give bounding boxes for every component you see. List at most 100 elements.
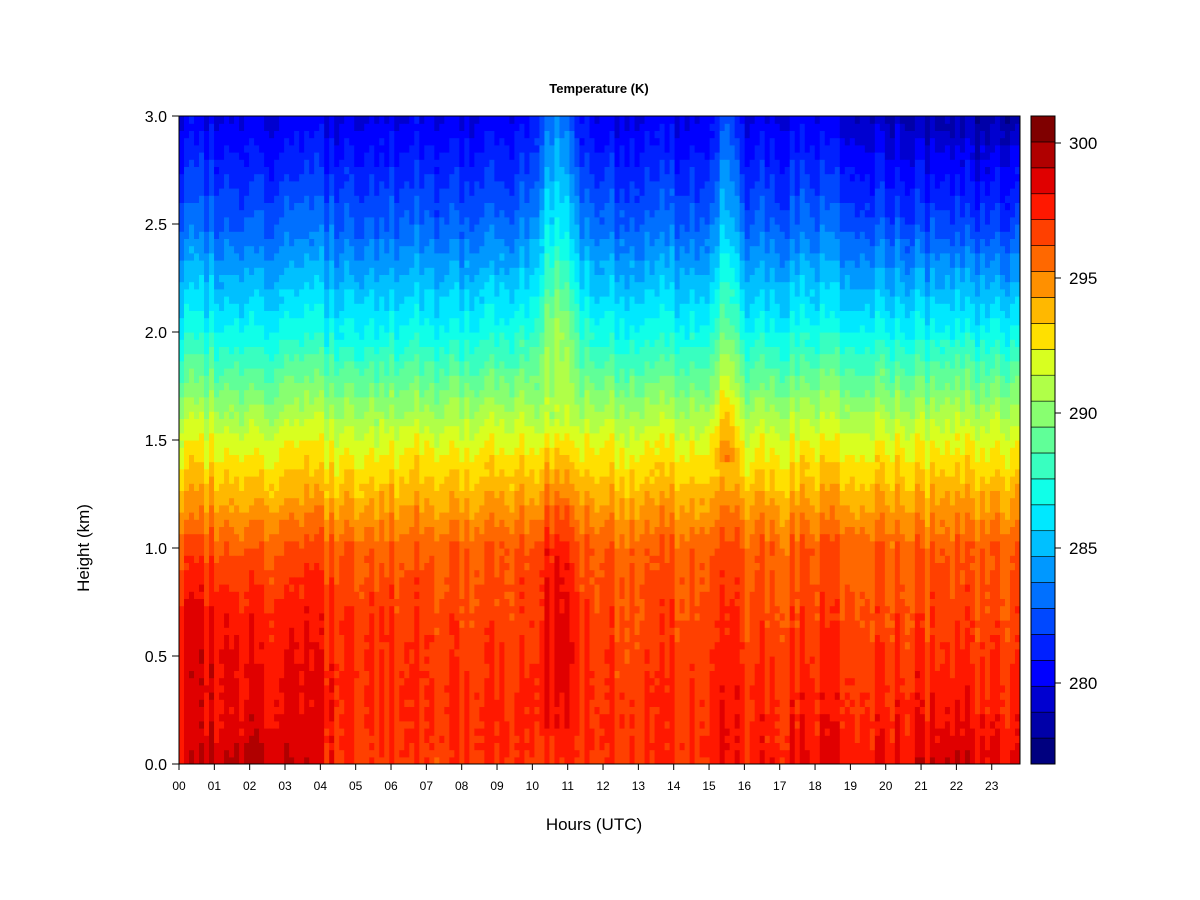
heatmap-cell xyxy=(474,728,480,736)
heatmap-cell xyxy=(464,260,470,268)
heatmap-cell xyxy=(519,389,526,412)
heatmap-cell xyxy=(499,360,505,376)
heatmap-cell xyxy=(1009,749,1016,764)
heatmap-cell xyxy=(259,209,265,247)
heatmap-cell xyxy=(309,209,315,232)
heatmap-cell xyxy=(229,152,235,189)
heatmap-cell xyxy=(269,288,275,311)
heatmap-cell xyxy=(189,159,195,203)
heatmap-cell xyxy=(589,569,596,578)
heatmap-cell xyxy=(599,346,606,369)
heatmap-cell xyxy=(864,238,871,261)
heatmap-cell xyxy=(899,598,906,679)
heatmap-cell xyxy=(499,468,505,491)
heatmap-cell xyxy=(934,389,941,412)
heatmap-cell xyxy=(984,166,991,175)
heatmap-cell xyxy=(939,533,946,549)
heatmap-cell xyxy=(644,260,651,290)
heatmap-cell xyxy=(1014,605,1020,614)
heatmap-cell xyxy=(279,216,285,247)
heatmap-cell xyxy=(284,288,290,311)
heatmap-cell xyxy=(544,166,551,189)
heatmap-cell xyxy=(589,555,596,571)
heatmap-cell xyxy=(724,238,731,254)
heatmap-cell xyxy=(734,281,741,304)
heatmap-cell xyxy=(534,238,541,268)
heatmap-cell xyxy=(659,461,666,491)
heatmap-cell xyxy=(769,116,776,139)
heatmap-cell xyxy=(884,188,891,218)
heatmap-cell xyxy=(939,555,946,563)
heatmap-cell xyxy=(559,598,566,614)
heatmap-cell xyxy=(834,692,841,700)
heatmap-cell xyxy=(684,440,691,463)
heatmap-cell xyxy=(699,389,706,405)
heatmap-cell xyxy=(474,346,480,376)
heatmap-cell xyxy=(589,447,596,477)
heatmap-cell xyxy=(729,144,736,182)
heatmap-cell xyxy=(849,260,856,290)
heatmap-cell xyxy=(294,396,300,419)
heatmap-cell xyxy=(994,396,1001,412)
heatmap-cell xyxy=(739,548,746,643)
heatmap-cell xyxy=(339,324,345,333)
heatmap-cell xyxy=(804,440,811,463)
heatmap-cell xyxy=(744,116,751,139)
heatmap-cell xyxy=(764,620,771,628)
heatmap-cell xyxy=(854,116,861,124)
heatmap-cell xyxy=(784,440,791,470)
heatmap-cell xyxy=(1009,188,1016,218)
heatmap-cell xyxy=(494,425,500,455)
heatmap-cell xyxy=(854,461,861,491)
heatmap-cell xyxy=(839,533,846,621)
heatmap-cell xyxy=(899,684,906,693)
heatmap-cell xyxy=(354,670,360,679)
heatmap-cell xyxy=(984,749,991,758)
heatmap-cell xyxy=(769,569,776,657)
heatmap-cell xyxy=(459,490,465,513)
heatmap-cell xyxy=(324,396,330,419)
heatmap-cell xyxy=(999,130,1006,139)
heatmap-cell xyxy=(229,713,235,758)
heatmap-cell xyxy=(584,346,591,376)
heatmap-cell xyxy=(854,411,861,434)
heatmap-cell xyxy=(919,699,926,707)
heatmap-cell xyxy=(799,159,806,189)
heatmap-cell xyxy=(374,281,380,311)
heatmap-cell xyxy=(229,432,235,455)
heatmap-cell xyxy=(989,490,996,520)
heatmap-cell xyxy=(889,490,896,513)
heatmap-cell xyxy=(964,684,971,751)
heatmap-cell xyxy=(309,260,315,290)
heatmap-cell xyxy=(544,346,551,398)
heatmap-cell xyxy=(704,159,711,182)
heatmap-cell xyxy=(939,497,946,520)
heatmap-cell xyxy=(734,684,741,700)
heatmap-cell xyxy=(334,677,340,686)
heatmap-cell xyxy=(719,569,726,578)
colorbar-tick-label: 300 xyxy=(1069,134,1097,153)
heatmap-cell xyxy=(629,706,636,715)
heatmap-cell xyxy=(754,317,761,340)
heatmap-cell xyxy=(939,152,946,182)
heatmap-cell xyxy=(424,317,430,347)
heatmap-cell xyxy=(699,728,706,736)
heatmap-cell xyxy=(634,375,641,398)
heatmap-cell xyxy=(239,231,245,261)
heatmap-cell xyxy=(969,555,976,563)
heatmap-cell xyxy=(589,346,596,362)
heatmap-cell xyxy=(299,425,305,441)
heatmap-cell xyxy=(949,267,956,290)
heatmap-cell xyxy=(329,720,335,736)
heatmap-cell xyxy=(219,555,225,585)
heatmap-cell xyxy=(879,216,886,239)
heatmap-cell xyxy=(304,332,310,355)
heatmap-cell xyxy=(689,144,696,167)
heatmap-cell xyxy=(769,540,776,556)
heatmap-cell xyxy=(869,461,876,484)
heatmap-cell xyxy=(419,677,425,764)
heatmap-cell xyxy=(834,612,841,621)
heatmap-cell xyxy=(889,317,896,340)
heatmap-cell xyxy=(424,440,430,477)
heatmap-cell xyxy=(589,332,596,340)
